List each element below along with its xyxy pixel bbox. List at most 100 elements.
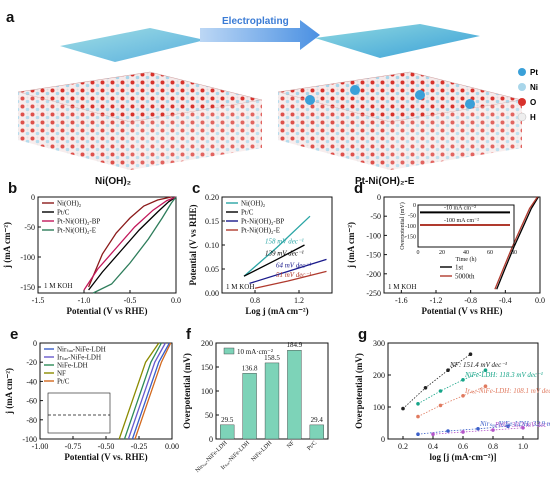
x-tick-label: -0.75 bbox=[65, 442, 82, 451]
x-axis-label: Potential (V vs. RHE) bbox=[64, 452, 147, 462]
pt-atom bbox=[350, 85, 360, 95]
legend-entry: Ni(OH)₂ bbox=[57, 200, 82, 208]
bar-value-label: 29.5 bbox=[221, 416, 234, 424]
electroplating-arrow bbox=[200, 20, 320, 50]
pt-slab-front bbox=[390, 100, 522, 170]
y-tick-label: -50 bbox=[370, 212, 381, 221]
series-line bbox=[131, 342, 170, 440]
y-tick-label: -60 bbox=[26, 397, 37, 406]
pt-atom bbox=[305, 95, 315, 105]
fit-line bbox=[417, 369, 486, 405]
atom-legend: Pt Ni O H bbox=[517, 68, 538, 122]
panel-d: d -250 -200 -150 -100 -50 0 -1.6 -1.2 -0.8 -0.4 0.0… bbox=[346, 180, 545, 316]
scatter-point bbox=[416, 414, 420, 419]
bar bbox=[220, 424, 235, 440]
y-tick-label: -150 bbox=[20, 283, 35, 292]
right-label: Pt-Ni(OH)₂-E bbox=[355, 176, 415, 187]
inset-x-label: Time (h) bbox=[456, 256, 477, 263]
y-tick-label: 50 bbox=[205, 411, 213, 420]
inset-y-tick-label: -100 bbox=[405, 224, 416, 230]
y-tick-label: 100 bbox=[373, 403, 385, 412]
slope-label: NF: 151.4 mV dec⁻¹ bbox=[449, 361, 507, 369]
legend-pt-icon bbox=[518, 68, 526, 76]
ni-oh2-slab-side bbox=[18, 92, 130, 170]
legend-entry: NiFe-LDH bbox=[57, 362, 88, 370]
pt-atom bbox=[465, 99, 475, 109]
left-label: Ni(OH)₂ bbox=[95, 176, 131, 187]
series-line bbox=[249, 258, 327, 285]
y-tick-label: -80 bbox=[26, 416, 37, 425]
legend-ni: Ni bbox=[530, 83, 538, 92]
series-line bbox=[83, 196, 177, 291]
panel-label: c bbox=[192, 180, 200, 197]
x-tick-label: 1.0 bbox=[518, 442, 528, 451]
series-line bbox=[134, 342, 172, 440]
slope-label: Nirₛₐₐ-NiFe-LDH: 32.9 mV dec⁻¹ bbox=[479, 420, 550, 428]
x-tick-label: 0.0 bbox=[535, 296, 545, 305]
y-tick-label: 0.00 bbox=[205, 289, 219, 298]
slope-label: 158 mV dec⁻¹ bbox=[265, 237, 304, 245]
panel-b: b -150 -100 -50 0 -1.5 -1.0 -0.5 0.0 Potential (V… bbox=[2, 180, 181, 316]
fit-line bbox=[417, 385, 486, 417]
x-axis-label: Potential (V vs RHE) bbox=[66, 306, 147, 316]
x-tick-label: 0.4 bbox=[428, 442, 438, 451]
y-axis-label: Overpotential (mV) bbox=[182, 353, 192, 429]
inset-x-tick-label: 20 bbox=[439, 250, 445, 256]
y-tick-label: -100 bbox=[366, 231, 381, 240]
y-tick-label: 0 bbox=[209, 435, 213, 444]
pt-atom bbox=[415, 90, 425, 100]
x-tick-label: 0.00 bbox=[165, 442, 179, 451]
x-tick-label: -0.5 bbox=[124, 296, 137, 305]
y-tick-label: -20 bbox=[26, 358, 37, 367]
legend-entry: Ni(OH)₂ bbox=[241, 200, 266, 208]
category-label: Pt/C bbox=[306, 440, 318, 452]
legend-o-icon bbox=[518, 98, 526, 106]
legend-h: H bbox=[530, 113, 536, 122]
category-label: NF bbox=[286, 440, 296, 450]
y-tick-label: 200 bbox=[201, 339, 213, 348]
y-tick-label: 150 bbox=[201, 363, 213, 372]
bar bbox=[264, 362, 280, 440]
x-tick-label: -1.6 bbox=[395, 296, 408, 305]
inset-x-tick-label: 0 bbox=[417, 250, 420, 256]
bar bbox=[242, 373, 257, 440]
bar-value-label: 158.5 bbox=[264, 354, 280, 362]
fit-line bbox=[432, 427, 524, 435]
series-line bbox=[127, 342, 166, 440]
legend-entry: Pt-Ni(OH)₂-E bbox=[241, 227, 280, 235]
legend-entry: Irₛₐₑ-NiFe-LDH bbox=[57, 354, 101, 362]
panel-label: f bbox=[186, 326, 192, 343]
panel-label: b bbox=[8, 180, 17, 197]
x-tick-label: 0.0 bbox=[171, 296, 181, 305]
y-tick-label: 0 bbox=[33, 339, 37, 348]
series-line bbox=[88, 196, 172, 288]
y-tick-label: 0 bbox=[31, 193, 35, 202]
legend-entry: 1st bbox=[455, 264, 463, 272]
legend-entry: NF bbox=[57, 370, 66, 378]
series-line bbox=[88, 196, 177, 291]
legend-swatch bbox=[223, 347, 235, 355]
x-tick-label: 0.8 bbox=[250, 296, 260, 305]
slope-label: Pt/C: 33.2 mV dec⁻¹ bbox=[494, 421, 550, 429]
x-tick-label: 0.6 bbox=[458, 442, 468, 451]
inset-y-label: Overpotential (mV) bbox=[399, 202, 406, 249]
inset-x-tick-label: 40 bbox=[463, 250, 469, 256]
x-tick-label: -0.8 bbox=[464, 296, 477, 305]
series-line bbox=[118, 342, 160, 440]
y-axis-label: j (mA cm⁻²) bbox=[2, 222, 12, 269]
inset-y-tick-label: -50 bbox=[408, 214, 416, 220]
inset-x-tick-label: 80 bbox=[511, 250, 517, 256]
panel-e: e -100 -80 -60 -40 -20 0 -1.00 -0.75 -0.50 -0.25 0.… bbox=[4, 326, 179, 462]
y-tick-label: -50 bbox=[24, 223, 35, 232]
series-line bbox=[123, 342, 162, 440]
panel-g: g 0 100 200 300 0.2 0.4 0.6 0.8 1.0 log [j (mA·cm⁻… bbox=[354, 326, 550, 462]
bar-value-label: 29.4 bbox=[311, 416, 324, 424]
plot-frame bbox=[383, 196, 541, 294]
y-tick-label: 100 bbox=[201, 387, 213, 396]
y-tick-label: -40 bbox=[26, 377, 37, 386]
pt-slab-side bbox=[278, 92, 390, 170]
panel-label: g bbox=[358, 326, 367, 343]
y-axis-label: j (mA cm⁻²) bbox=[346, 222, 356, 269]
